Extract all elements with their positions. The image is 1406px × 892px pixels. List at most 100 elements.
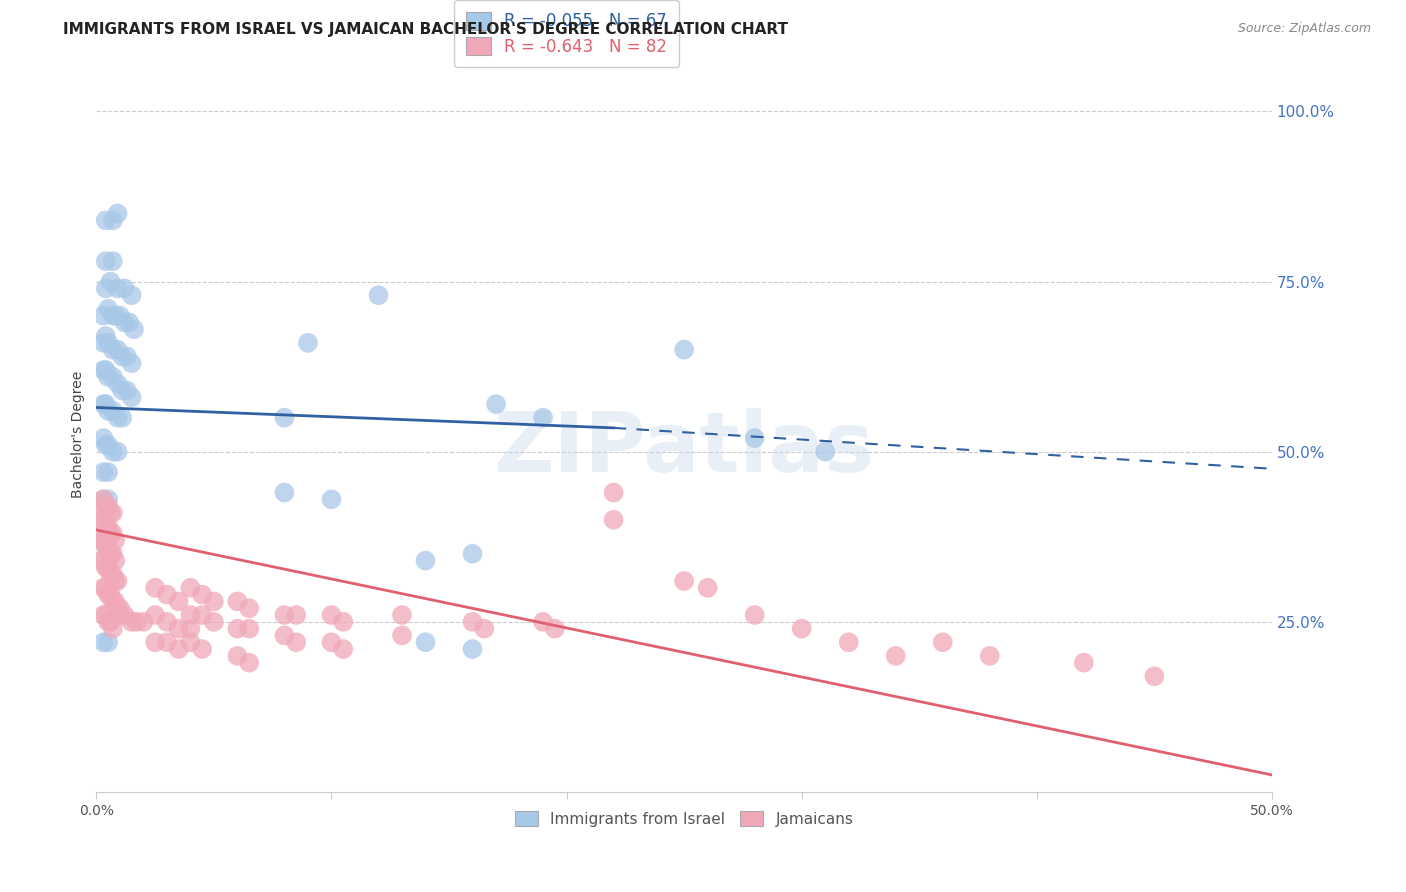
Point (94, 363, 117, 377)
Point (94, 281, 117, 295)
Point (93, 397, 115, 411)
Point (191, 642, 214, 657)
Point (238, 656, 260, 670)
Point (107, 444, 129, 458)
Point (602, 485, 624, 500)
Point (101, 444, 124, 458)
Point (94, 213, 117, 227)
Point (93, 553, 115, 567)
Point (94, 519, 117, 533)
Point (122, 322, 145, 336)
Point (101, 622, 124, 636)
Point (332, 642, 354, 657)
Point (107, 343, 129, 357)
Point (415, 553, 437, 567)
Point (1073, 656, 1095, 670)
Point (94, 560, 117, 574)
Point (979, 648, 1001, 663)
Point (90, 553, 112, 567)
Point (167, 622, 190, 636)
Point (167, 642, 190, 657)
Point (132, 615, 155, 629)
Point (461, 547, 484, 561)
Point (156, 588, 179, 602)
Point (156, 635, 179, 649)
Point (118, 315, 141, 329)
Point (114, 607, 136, 622)
Point (273, 607, 295, 622)
Point (93, 581, 115, 595)
Point (932, 635, 955, 649)
Point (273, 628, 295, 642)
Point (285, 635, 308, 649)
Point (321, 607, 343, 622)
Point (101, 254, 124, 268)
Point (461, 615, 484, 629)
Point (115, 384, 138, 398)
Point (100, 506, 122, 520)
Point (100, 567, 122, 582)
Point (101, 506, 124, 520)
Point (321, 492, 343, 507)
Point (125, 615, 148, 629)
Point (143, 607, 166, 622)
Point (114, 315, 136, 329)
Point (97, 615, 120, 629)
Point (94, 499, 117, 513)
Point (97, 588, 120, 602)
Point (238, 622, 260, 636)
Point (101, 594, 124, 608)
Point (391, 607, 413, 622)
Point (93, 533, 115, 548)
Point (202, 594, 225, 608)
Point (285, 607, 308, 622)
Point (111, 410, 134, 425)
Point (104, 309, 127, 323)
Point (93, 513, 115, 527)
Point (93, 431, 115, 445)
Point (602, 513, 624, 527)
Point (100, 588, 122, 602)
Point (107, 281, 129, 295)
Point (179, 622, 201, 636)
Point (101, 213, 124, 227)
Point (238, 601, 260, 615)
Text: Source: ZipAtlas.com: Source: ZipAtlas.com (1237, 22, 1371, 36)
Point (461, 642, 484, 657)
Point (104, 574, 127, 588)
Point (101, 526, 124, 541)
Point (156, 615, 179, 629)
Point (90, 533, 112, 548)
Point (143, 635, 166, 649)
Point (93, 492, 115, 507)
Point (90, 513, 112, 527)
Point (108, 601, 131, 615)
Point (104, 533, 127, 548)
Text: IMMIGRANTS FROM ISRAEL VS JAMAICAN BACHELOR'S DEGREE CORRELATION CHART: IMMIGRANTS FROM ISRAEL VS JAMAICAN BACHE… (63, 22, 789, 37)
Point (107, 410, 129, 425)
Point (93, 607, 115, 622)
Text: ZIPatlas: ZIPatlas (494, 409, 875, 490)
Point (485, 397, 508, 411)
Point (884, 648, 907, 663)
Point (1143, 669, 1166, 683)
Point (814, 444, 837, 458)
Point (97, 499, 120, 513)
Point (179, 581, 201, 595)
Point (97, 635, 120, 649)
Point (297, 335, 319, 350)
Point (100, 275, 122, 289)
Point (97, 335, 120, 350)
Point (531, 410, 554, 425)
Point (111, 350, 134, 364)
Point (673, 574, 696, 588)
Point (790, 622, 813, 636)
Point (202, 615, 225, 629)
Point (94, 438, 117, 452)
Point (179, 635, 201, 649)
Point (273, 485, 295, 500)
Point (93, 335, 115, 350)
Point (101, 404, 124, 418)
Point (367, 288, 389, 302)
Point (94, 607, 117, 622)
